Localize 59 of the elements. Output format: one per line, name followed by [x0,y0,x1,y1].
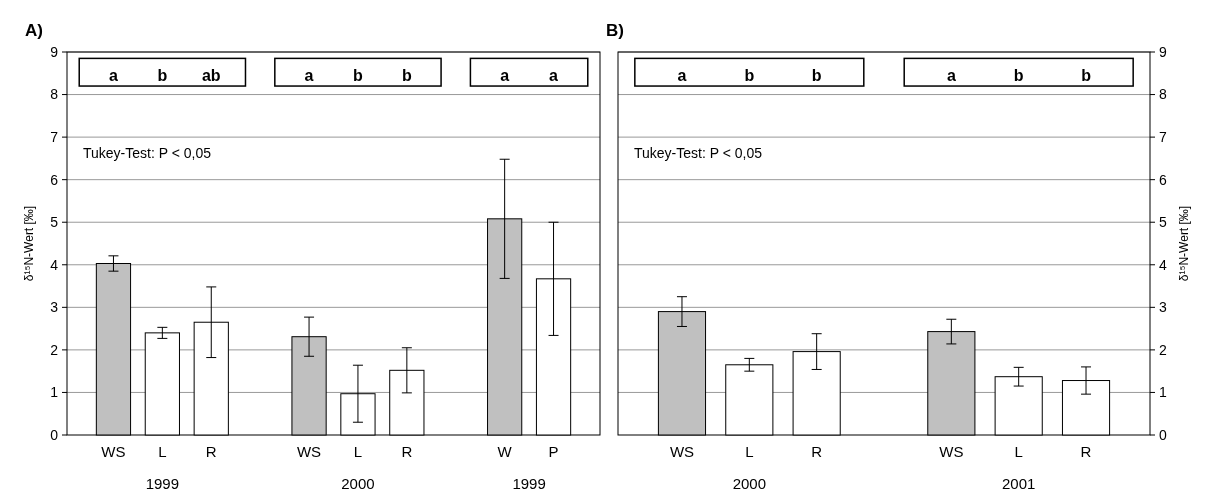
y2-tick-label: 9 [1159,43,1167,60]
x-tick-label: L [745,443,754,460]
annotation: b [157,66,168,84]
x-tick-label: WS [296,443,322,460]
y-tick-label: 6 [50,171,59,188]
y2-tick-label: 5 [1159,214,1167,231]
annotation: Tukey-Test: P < 0,05 [634,145,763,162]
x-tick-label: WS [669,443,695,460]
x-tick-label: WS [939,443,964,460]
y-tick-label: 2 [50,341,59,358]
y2-axis-title: δ¹⁵N-Wert [‰] [1177,205,1191,282]
y2-tick-label: 2 [1159,341,1167,358]
text: 2001 [1002,475,1036,492]
annotation: b [744,66,755,84]
annotation: b [1013,66,1024,84]
y-tick-label: 1 [50,384,59,401]
y2-tick-label: 0 [1159,426,1167,443]
annotation: Tukey-Test: P < 0,05 [83,145,212,162]
y-tick-label: 4 [50,256,59,273]
x-tick-label: L [158,443,167,460]
y-tick-label: 9 [50,43,59,60]
y-tick-label: 5 [50,214,59,231]
x-tick-label: R [401,443,413,460]
x-tick-label: P [548,443,559,460]
annotation: a [549,66,559,84]
x-tick-label: R [205,443,217,460]
annotation: a [304,66,314,84]
text: 1999 [512,475,546,492]
text: 2000 [341,475,375,492]
y-tick-label: 7 [50,129,59,146]
chart-title: A) [25,21,43,40]
y2-tick-label: 4 [1159,256,1167,273]
x-tick-label: WS [101,443,126,460]
y2-tick-label: 3 [1159,299,1167,316]
x-tick-label: R [1080,443,1092,460]
y-axis-title: δ¹⁵N-Wert [‰] [22,205,36,282]
annotation: a [500,66,510,84]
y-tick-label: 8 [50,86,59,103]
x-tick-label: L [353,443,363,460]
annotation: b [401,66,412,84]
annotation: a [946,66,956,84]
y2-tick-label: 1 [1159,384,1167,401]
annotation: a [109,66,118,84]
x-tick-label: L [1014,443,1023,460]
y2-tick-label: 7 [1159,129,1167,146]
text: 2000 [732,475,766,492]
x-tick-label: R [811,443,823,460]
y2-tick-label: 8 [1159,86,1167,103]
y-tick-label: 3 [50,299,59,316]
annotation: ab [201,66,221,84]
annotation: b [811,66,822,84]
annotation: b [1081,66,1092,84]
text: 1999 [145,475,180,492]
annotation: a [677,66,687,84]
y2-tick-label: 6 [1159,171,1167,188]
y-tick-label: 0 [50,426,59,443]
chart-title: B) [606,21,624,40]
annotation: b [353,66,364,84]
x-tick-label: W [497,443,513,460]
